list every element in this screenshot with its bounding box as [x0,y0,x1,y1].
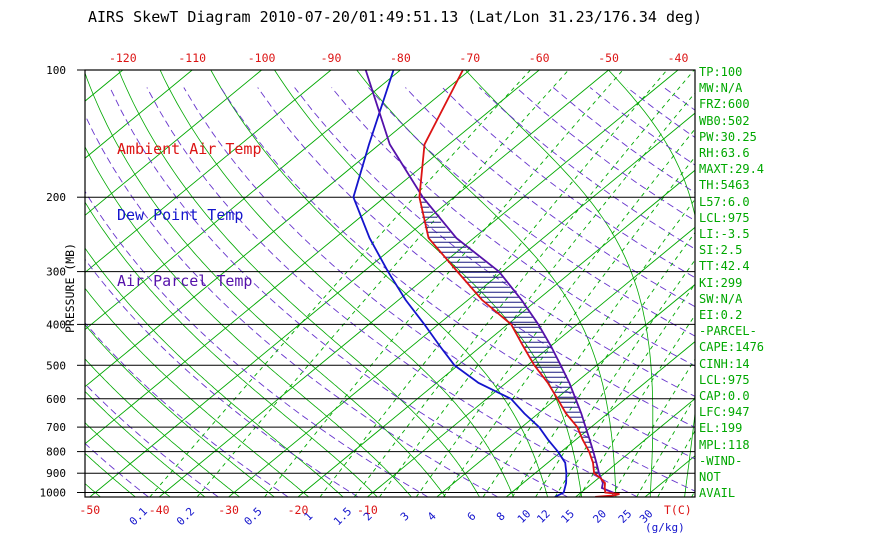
stat-item: LCL:975 [699,372,750,387]
stat-item: RH:63.6 [699,146,750,161]
pressure-tick-label: 1000 [40,487,67,500]
stat-item: KI:299 [699,275,743,290]
stat-item: CINH:14 [699,356,750,371]
mixing-unit-label: (g/kg) [645,521,685,534]
dewpoint-curve [352,70,568,497]
pressure-axis-title: PRESSURE (MB) [63,243,77,333]
mixing-ratio-label: 0.1 [127,505,150,528]
stat-item: TP:100 [699,65,743,79]
stat-item: EI:0.2 [699,308,743,323]
mixing-ratio-label: 12 [534,507,553,526]
temp-unit-label: T(C) [664,503,692,517]
mixing-ratio-label: 3 [398,510,412,524]
pressure-tick-label: 400 [46,318,66,331]
mixing-ratio-label: 20 [590,507,609,526]
mixing-ratio-label: 8 [494,510,508,524]
mixing-ratio-label: 0.2 [174,505,197,528]
pressure-tick-labels: 100 200 300 400 500 600 700 800 900 1000 [40,64,67,500]
top-axis-label: -120 [109,51,137,65]
stat-item: PW:30.25 [699,129,757,144]
bottom-temp-label: -40 [149,503,170,517]
mixing-ratio-lines [149,70,695,497]
mixing-ratio-label: 15 [558,507,577,526]
stat-item: SW:N/A [699,291,743,306]
stats-panel: TP:100 MW:N/A FRZ:600 WB0:502 PW:30.25 RH:63.… [699,64,764,501]
pressure-tick-label: 300 [46,266,66,279]
pressure-tick-label: 500 [46,359,66,372]
stat-item: CAPE:1476 [699,340,765,355]
bottom-temp-label: -20 [288,503,309,517]
pressure-tick-label: 200 [46,191,66,204]
stat-item: MAXT:29.4 [699,162,765,177]
top-axis-label: -100 [248,51,276,65]
mixing-ratio-label: 6 [465,510,479,524]
bottom-temp-label: -10 [357,503,378,517]
top-axis-label: -50 [598,51,619,65]
stat-item: EL:199 [699,421,743,436]
pressure-lines [77,69,695,493]
stat-item: AVAIL [699,486,736,501]
top-axis-label: -110 [178,51,206,65]
chart-title: AIRS SkewT Diagram 2010-07-20/01:49:51.1… [88,8,703,26]
stat-item: NOT [699,470,721,485]
plot-border [84,69,696,498]
cape-hatch-area [419,196,601,478]
mixing-ratio-label: 4 [425,509,439,523]
ambient-temp-curve [418,70,620,497]
pressure-tick-label: 800 [46,446,66,459]
top-axis-label: -80 [390,51,411,65]
legend-item-parcel: Air Parcel Temp [117,272,253,290]
stat-item: MPL:118 [699,437,750,452]
stat-item: -WIND- [699,453,743,468]
stat-item: TT:42.4 [699,259,750,274]
pressure-tick-label: 100 [46,64,66,77]
bottom-temp-label: -50 [79,503,100,517]
legend: Ambient Air Temp Dew Point Temp Air Parc… [117,94,262,336]
legend-item-ambient: Ambient Air Temp [117,140,262,158]
top-axis-label: -70 [459,51,480,65]
legend-item-dewpoint: Dew Point Temp [117,206,244,224]
stat-item: LCL:975 [699,210,750,225]
top-axis-label: -60 [529,51,550,65]
mixing-ratio-label: 1 [302,510,316,524]
bottom-temp-label: -30 [218,503,239,517]
pressure-tick-label: 600 [46,393,66,406]
mixing-ratio-label: 25 [616,507,635,526]
stat-item: SI:2.5 [699,243,743,258]
stat-item: LFC:947 [699,405,750,420]
stat-item: MW:N/A [699,81,743,96]
mixing-ratio-label: 0.5 [242,505,265,528]
mixing-ratio-label: 1.5 [331,505,354,528]
mixing-ratio-label: 10 [515,507,534,526]
pressure-tick-label: 700 [46,421,66,434]
moist-adiabat-lines [85,70,695,497]
stat-item: FRZ:600 [699,97,750,112]
top-axis-label: -40 [668,51,689,65]
stat-item: -PARCEL- [699,324,757,339]
top-axis-label: -90 [321,51,342,65]
stat-item: TH:5463 [699,178,750,193]
stat-item: CAP:0.0 [699,389,750,404]
stat-item: LI:-3.5 [699,227,750,242]
pressure-tick-label: 900 [46,467,66,480]
stat-item: L57:6.0 [699,194,750,209]
stat-item: WB0:502 [699,113,750,128]
dry-adiabat-lines [85,87,695,497]
